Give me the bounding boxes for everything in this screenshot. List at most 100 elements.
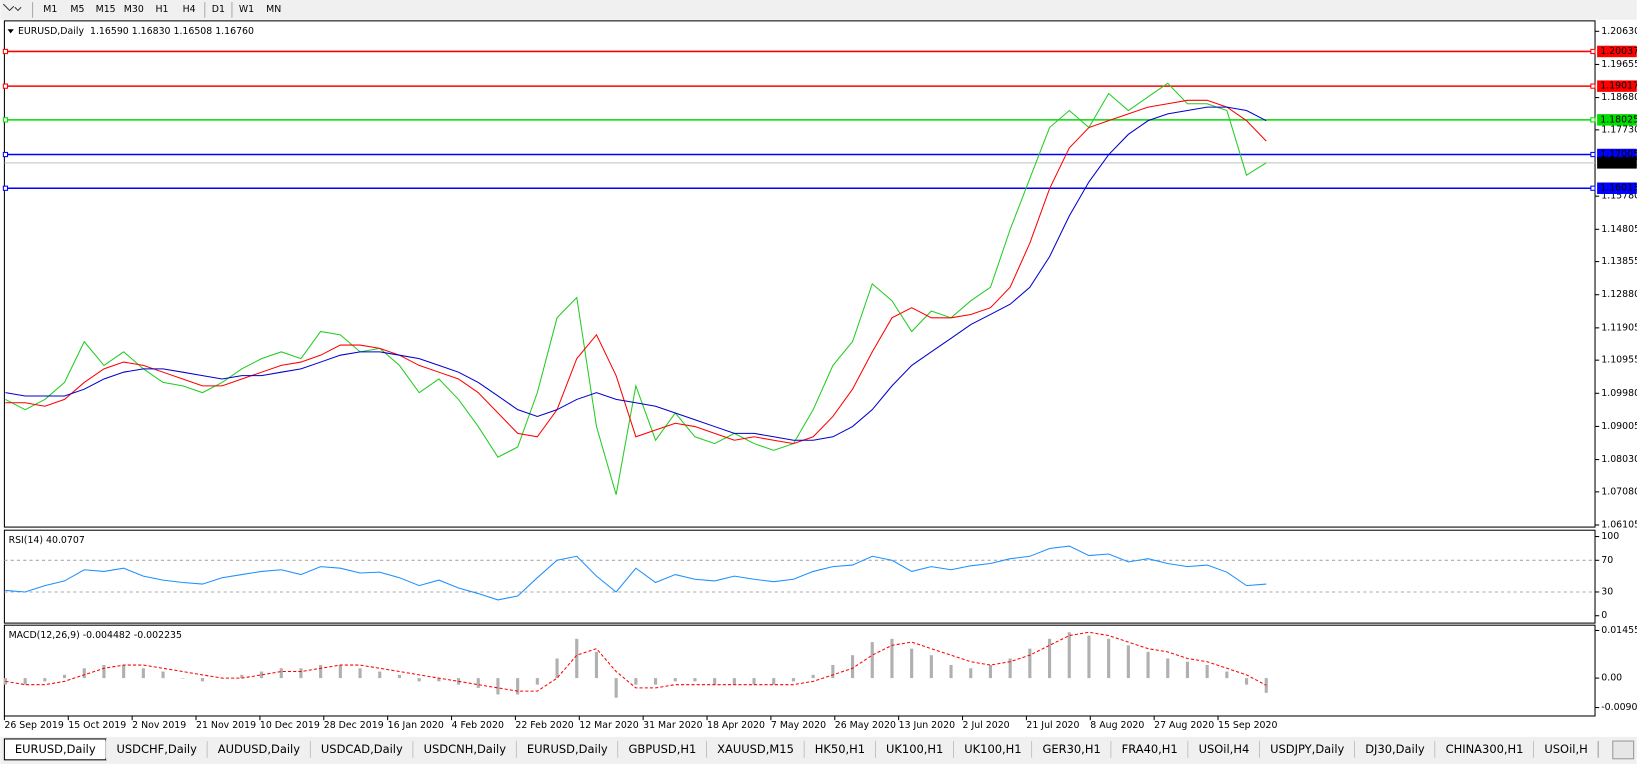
tab-background[interactable] <box>706 738 805 760</box>
histogram-bar <box>949 665 953 679</box>
tab-background[interactable] <box>413 738 517 760</box>
level-handle[interactable] <box>2 185 9 191</box>
level-price-box <box>1597 45 1637 58</box>
tab-label[interactable]: USOil,H <box>1544 742 1587 756</box>
timeframe-button[interactable]: H1 <box>155 4 168 15</box>
histogram-bar <box>141 668 145 679</box>
tab-background[interactable] <box>310 738 414 760</box>
tab-label[interactable]: EURUSD,Daily <box>15 742 96 756</box>
tab-scroll[interactable] <box>1612 740 1635 760</box>
tab-label[interactable]: XAUUSD,M15 <box>717 742 794 756</box>
histogram-bar <box>122 665 126 679</box>
tab[interactable]: GER30,H1 <box>1032 738 1112 760</box>
timeframe-button[interactable]: M30 <box>124 4 144 15</box>
tab[interactable]: EURUSD,Daily <box>3 738 107 761</box>
tab-background[interactable] <box>953 738 1033 760</box>
level-price-label: 1.20037 <box>1600 46 1637 57</box>
tab-label[interactable]: FRA40,H1 <box>1122 742 1178 756</box>
timeframe-button[interactable]: W1 <box>239 4 254 15</box>
tab[interactable]: USDCNH,Daily <box>413 738 517 760</box>
tab-background[interactable] <box>1533 738 1599 760</box>
tab-label[interactable]: AUDUSD,Daily <box>218 742 300 756</box>
tab-background[interactable] <box>1354 738 1436 760</box>
level-handle[interactable] <box>2 83 9 89</box>
tab-label[interactable]: DJ30,Daily <box>1365 742 1425 756</box>
level-handle[interactable] <box>1590 185 1596 191</box>
x-tick-label: 21 Jul 2020 <box>1026 720 1079 731</box>
tab-background[interactable] <box>1188 738 1260 760</box>
tab-label[interactable]: GBPUSD,H1 <box>629 742 697 756</box>
level-handle[interactable] <box>1590 117 1596 123</box>
level-handle[interactable] <box>2 151 9 158</box>
panel-menu-arrow[interactable] <box>7 29 14 34</box>
panel-title: RSI(14) 40.0707 <box>9 535 85 546</box>
y-tick-label: 30 <box>1601 586 1613 597</box>
tab[interactable]: XAUUSD,M15 <box>706 738 805 760</box>
tab[interactable]: DJ30,Daily <box>1354 738 1436 760</box>
timeframe-button[interactable]: H4 <box>183 4 196 15</box>
tab-background[interactable] <box>875 738 954 760</box>
tab[interactable]: USOil,H <box>1533 738 1599 760</box>
tab-background[interactable] <box>1259 738 1355 760</box>
tab-background[interactable] <box>516 738 619 760</box>
tab-label[interactable]: USDJPY,Daily <box>1270 742 1344 756</box>
histogram-bar <box>1126 645 1130 679</box>
tab[interactable]: USDCAD,Daily <box>310 738 414 760</box>
level-handle[interactable] <box>1590 151 1596 158</box>
tab-background[interactable] <box>1111 738 1189 760</box>
tab-label[interactable]: EURUSD,Daily <box>527 742 608 756</box>
level-handle[interactable] <box>2 48 9 55</box>
histogram-bar <box>181 678 185 679</box>
tab-background[interactable] <box>1435 738 1534 760</box>
tab-background[interactable] <box>207 738 311 760</box>
toolbar-icon[interactable] <box>2 3 22 12</box>
tab-label[interactable]: CHINA300,H1 <box>1446 742 1524 756</box>
tab[interactable]: USOil,H4 <box>1188 738 1261 760</box>
tab-background[interactable] <box>1032 738 1112 760</box>
timeframe-button[interactable]: M5 <box>70 4 84 15</box>
y-tick-label: -0.0090 <box>1601 702 1637 713</box>
tab-background[interactable] <box>618 738 707 760</box>
histogram-bar <box>319 665 323 679</box>
tab[interactable]: GBPUSD,H1 <box>618 738 708 760</box>
tab-label[interactable]: GER30,H1 <box>1042 742 1100 756</box>
tab[interactable]: AUDUSD,Daily <box>207 738 311 760</box>
level-handle[interactable] <box>1590 83 1596 89</box>
histogram-bar <box>378 671 382 679</box>
tab-label[interactable]: UK100,H1 <box>886 742 943 756</box>
tab-label[interactable]: USOil,H4 <box>1199 742 1250 756</box>
histogram-bar <box>870 642 874 679</box>
tab[interactable]: EURUSD,Daily <box>516 738 619 760</box>
timeframe-button[interactable]: M1 <box>43 4 57 15</box>
tab[interactable]: USDJPY,Daily <box>1259 738 1356 760</box>
tab[interactable]: UK100,H1 <box>953 738 1033 760</box>
tab-label[interactable]: USDCAD,Daily <box>321 742 403 756</box>
histogram-bar <box>1047 638 1052 679</box>
x-tick-label: 10 Dec 2019 <box>260 720 320 731</box>
level-handle[interactable] <box>2 117 9 123</box>
tab-background[interactable] <box>804 738 876 760</box>
timeframe-button[interactable]: M15 <box>96 4 116 15</box>
x-tick-label: 31 Mar 2020 <box>643 720 702 731</box>
x-tick-label: 13 Jun 2020 <box>899 720 955 731</box>
histogram-bar <box>161 671 165 679</box>
tab-label[interactable]: UK100,H1 <box>964 742 1021 756</box>
tab-label[interactable]: HK50,H1 <box>815 742 865 756</box>
timeframe-button[interactable]: MN <box>266 4 281 15</box>
tab[interactable]: FRA40,H1 <box>1111 738 1189 760</box>
tab[interactable]: USDCHF,Daily <box>106 738 208 760</box>
tab[interactable]: HK50,H1 <box>804 738 877 760</box>
histogram-bar <box>850 655 855 679</box>
tab-label[interactable]: USDCHF,Daily <box>116 742 197 756</box>
toolbar <box>0 0 1637 20</box>
tab[interactable]: UK100,H1 <box>875 738 955 760</box>
tab-background[interactable] <box>106 738 208 760</box>
y-tick-label: 1.17730 <box>1601 124 1637 135</box>
level-handle[interactable] <box>1590 48 1596 55</box>
histogram-bar <box>831 665 835 679</box>
histogram-bar <box>1008 658 1012 679</box>
x-tick-label: 21 Nov 2019 <box>196 720 256 731</box>
timeframe-button[interactable]: D1 <box>212 4 225 15</box>
tab[interactable]: CHINA300,H1 <box>1435 738 1535 760</box>
tab-label[interactable]: USDCNH,Daily <box>424 742 507 756</box>
